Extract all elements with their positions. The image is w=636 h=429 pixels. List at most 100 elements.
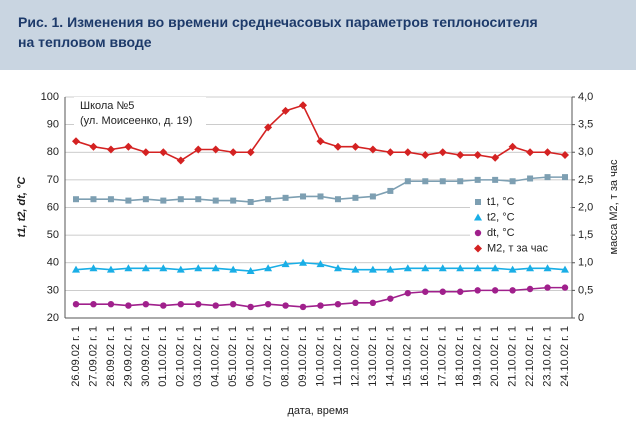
marker (422, 288, 429, 295)
marker (439, 178, 446, 185)
marker (281, 106, 290, 115)
marker (124, 142, 133, 151)
marker (299, 303, 307, 311)
chart-title: Рис. 1. Изменения во времени среднечасов… (18, 14, 538, 30)
x-tick-label: 17.10.02 г. 1 (437, 326, 449, 387)
marker (527, 175, 534, 182)
legend-label: dt, °C (487, 227, 515, 239)
marker (230, 197, 237, 204)
marker (352, 299, 359, 307)
marker (107, 196, 114, 203)
x-tick-label: 14.10.02 г. 1 (384, 326, 396, 387)
marker (264, 264, 273, 272)
marker (561, 284, 569, 291)
y-tick-label: 30 (47, 284, 59, 296)
marker (299, 258, 308, 266)
legend-box (470, 194, 570, 256)
y2-tick-label: 1,0 (578, 257, 593, 269)
marker (264, 300, 272, 308)
marker (368, 265, 377, 273)
y-tick-label: 80 (47, 146, 59, 158)
marker (403, 264, 412, 272)
y-tick-label: 100 (41, 91, 59, 103)
legend-label: t2, °C (487, 211, 515, 223)
marker (475, 199, 481, 205)
marker (386, 148, 395, 157)
marker (368, 145, 377, 154)
chart-title: на тепловом вводе (18, 34, 152, 50)
marker (124, 264, 133, 272)
marker (351, 142, 360, 151)
marker (176, 265, 185, 273)
x-tick-label: 29.09.02 г. 1 (122, 326, 134, 387)
y-tick-label: 60 (47, 201, 59, 213)
y2-tick-label: 0,5 (578, 284, 593, 296)
marker (316, 260, 325, 268)
x-tick-label: 08.10.02 г. 1 (279, 326, 291, 387)
x-tick-label: 19.10.02 г. 1 (472, 326, 484, 387)
marker (387, 295, 394, 302)
marker (246, 148, 255, 157)
marker (195, 300, 202, 308)
marker (491, 287, 499, 294)
x-tick-label: 27.09.02 г. 1 (87, 326, 99, 387)
marker (387, 187, 394, 194)
x-tick-label: 09.10.02 г. 1 (297, 326, 309, 387)
x-tick-label: 28.09.02 г. 1 (105, 326, 117, 387)
marker (264, 123, 273, 132)
marker (421, 151, 430, 160)
marker (474, 287, 481, 294)
marker (473, 151, 482, 160)
marker (474, 176, 481, 183)
marker (352, 194, 359, 201)
marker (544, 174, 551, 181)
marker (177, 300, 184, 308)
x-tick-label: 16.10.02 г. 1 (419, 326, 431, 387)
x-tick-label: 15.10.02 г. 1 (402, 326, 414, 387)
marker (141, 264, 150, 272)
marker (562, 174, 568, 181)
y-tick-label: 40 (47, 257, 59, 269)
x-tick-label: 21.10.02 г. 1 (507, 326, 519, 387)
marker (317, 193, 324, 200)
marker (247, 303, 254, 311)
header: Рис. 1. Изменения во времени среднечасов… (0, 0, 636, 70)
marker (422, 178, 429, 185)
y2-tick-label: 3,5 (578, 119, 593, 131)
marker (107, 300, 115, 308)
x-tick-label: 05.10.02 г. 1 (227, 326, 239, 387)
marker (561, 265, 569, 273)
y2-tick-label: 1,5 (578, 229, 593, 241)
marker (300, 193, 307, 200)
x-tick-label: 13.10.02 г. 1 (367, 326, 379, 387)
marker (72, 265, 80, 273)
annotation: Школа №5 (80, 100, 134, 112)
marker (282, 194, 289, 201)
marker (333, 264, 342, 272)
marker (457, 288, 464, 295)
marker (316, 137, 325, 146)
marker (543, 264, 552, 272)
marker (265, 196, 272, 203)
y-tick-label: 50 (47, 229, 59, 241)
y-tick-label: 70 (47, 174, 59, 186)
marker (106, 265, 115, 273)
x-tick-label: 18.10.02 г. 1 (454, 326, 466, 387)
marker (281, 260, 290, 268)
marker (544, 284, 551, 291)
x-tick-label: 04.10.02 г. 1 (210, 326, 222, 387)
y2-tick-label: 0 (578, 312, 584, 324)
legend-label: M2, т за час (487, 242, 549, 254)
x-tick-label: 26.09.02 г. 1 (70, 326, 82, 387)
marker (456, 151, 465, 160)
x-tick-label: 01.10.02 г. 1 (157, 326, 169, 387)
marker (299, 101, 308, 110)
marker (509, 178, 516, 185)
marker (457, 178, 464, 185)
marker (439, 288, 446, 295)
marker (141, 148, 150, 157)
annotation: (ул. Моисеенко, д. 19) (80, 115, 192, 127)
y2-tick-label: 2,0 (578, 201, 593, 213)
marker (106, 145, 115, 154)
